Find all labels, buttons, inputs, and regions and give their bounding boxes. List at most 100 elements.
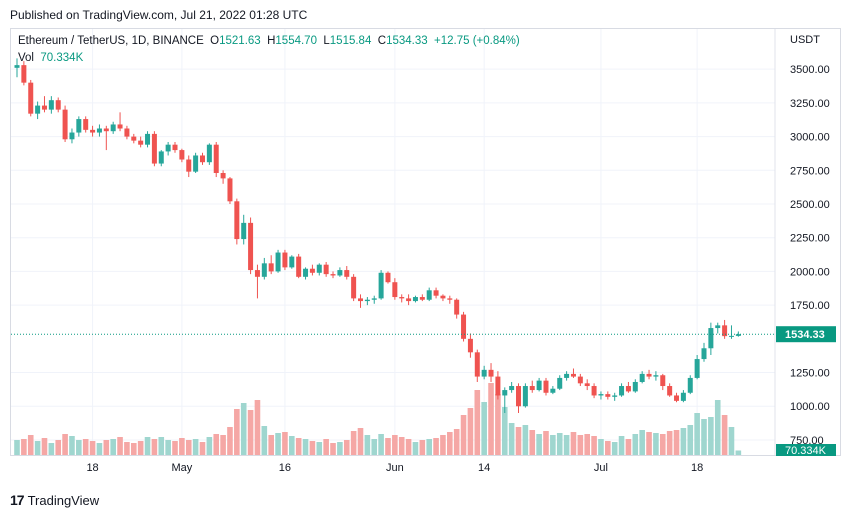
candle-body xyxy=(124,128,130,137)
volume-bar xyxy=(735,450,742,455)
x-tick-label: 18 xyxy=(86,462,98,474)
volume-bar xyxy=(21,439,27,455)
volume-bar xyxy=(618,436,625,455)
candle-body xyxy=(412,297,418,302)
candle-body xyxy=(406,298,412,302)
volume-bar xyxy=(570,432,577,455)
volume-bar xyxy=(508,423,515,455)
candle-body xyxy=(632,381,638,392)
candle-body xyxy=(722,325,728,337)
candle-body xyxy=(667,386,673,396)
candle-body xyxy=(598,394,604,396)
candle-body xyxy=(392,282,398,298)
low-label: L xyxy=(323,35,330,47)
candle-body xyxy=(35,105,41,114)
y-tick-label: 750.00 xyxy=(790,435,824,447)
candle-body xyxy=(254,270,260,277)
volume-bar xyxy=(666,431,673,455)
volume-bar xyxy=(550,435,556,455)
candle-body xyxy=(385,272,391,283)
candle-body xyxy=(213,144,219,173)
candle-body xyxy=(701,348,707,360)
volume-bar xyxy=(130,443,137,455)
footer-brand[interactable]: 17 TradingView xyxy=(10,492,99,508)
candle-body xyxy=(605,394,611,397)
candle-body xyxy=(577,376,583,384)
volume-bar xyxy=(728,427,735,455)
volume-bar xyxy=(378,434,384,455)
candle-body xyxy=(103,128,109,132)
volume-bar xyxy=(536,434,542,455)
volume-bar xyxy=(14,440,20,455)
candle-body xyxy=(344,270,350,277)
volume-bar xyxy=(447,432,453,455)
open-value: 1521.63 xyxy=(219,35,261,47)
candle-body xyxy=(509,386,515,391)
candle-body xyxy=(564,373,570,378)
volume-bar xyxy=(481,402,487,455)
candle-body xyxy=(330,274,336,276)
volume-bar xyxy=(124,442,130,455)
change-value: +12.75 (+0.84%) xyxy=(434,35,520,47)
volume-bar xyxy=(611,442,618,455)
candle-body xyxy=(522,386,528,407)
candle-body xyxy=(447,298,453,300)
candle-body xyxy=(694,359,700,378)
volume-value: 70.334K xyxy=(40,52,84,64)
candle-body xyxy=(145,133,151,145)
volume-bar xyxy=(653,433,659,455)
candle-body xyxy=(268,263,274,272)
published-caption: Published on TradingView.com, Jul 21, 20… xyxy=(10,8,308,22)
y-tick-label: 2750.00 xyxy=(790,165,830,177)
volume-bar xyxy=(165,440,171,455)
candle-body xyxy=(619,386,625,396)
volume-bar xyxy=(103,440,110,455)
grid-lines xyxy=(11,29,776,455)
candle-body xyxy=(69,132,75,140)
volume-bar xyxy=(137,441,144,455)
volume-bar xyxy=(673,430,680,455)
volume-bar xyxy=(158,437,165,455)
candle-body xyxy=(303,268,309,277)
candle-body xyxy=(481,369,487,377)
volume-bar xyxy=(701,419,707,455)
volume-bar xyxy=(426,439,432,455)
candle-body xyxy=(14,65,20,68)
volume-bar xyxy=(364,435,371,455)
volume-bar xyxy=(392,435,398,455)
x-tick-label: May xyxy=(171,462,192,474)
volume-bar xyxy=(151,439,158,455)
candle-body xyxy=(433,290,439,296)
candle-body xyxy=(687,377,693,393)
volume-bar xyxy=(282,432,288,455)
volume-bar xyxy=(419,440,426,455)
volume-bar xyxy=(55,440,62,455)
candle-body xyxy=(179,150,185,160)
volume-bar xyxy=(110,439,116,455)
volume-bar xyxy=(515,427,522,455)
candle-body xyxy=(364,299,370,302)
candle-body xyxy=(241,222,247,240)
volume-bar xyxy=(659,434,666,455)
volume-label: Vol xyxy=(18,52,34,64)
last-volume-tag xyxy=(776,444,836,456)
candle-body xyxy=(309,268,315,273)
candle-body xyxy=(591,386,597,396)
volume-bar xyxy=(467,408,474,455)
candle-body xyxy=(516,386,522,407)
volume-bar xyxy=(234,409,240,455)
volume-bar xyxy=(556,433,563,455)
volume-bar xyxy=(680,428,687,455)
candle-body xyxy=(199,155,205,163)
y-tick-label: 3000.00 xyxy=(790,132,830,144)
volume-bar xyxy=(337,442,343,455)
candle-body xyxy=(660,375,666,387)
candle-body xyxy=(728,335,734,337)
y-tick-label: 2000.00 xyxy=(790,266,830,278)
volume-bar xyxy=(357,428,364,455)
candle-body xyxy=(557,377,563,389)
volume-bar xyxy=(275,433,281,455)
candles xyxy=(14,58,741,413)
volume-bar xyxy=(247,410,254,455)
